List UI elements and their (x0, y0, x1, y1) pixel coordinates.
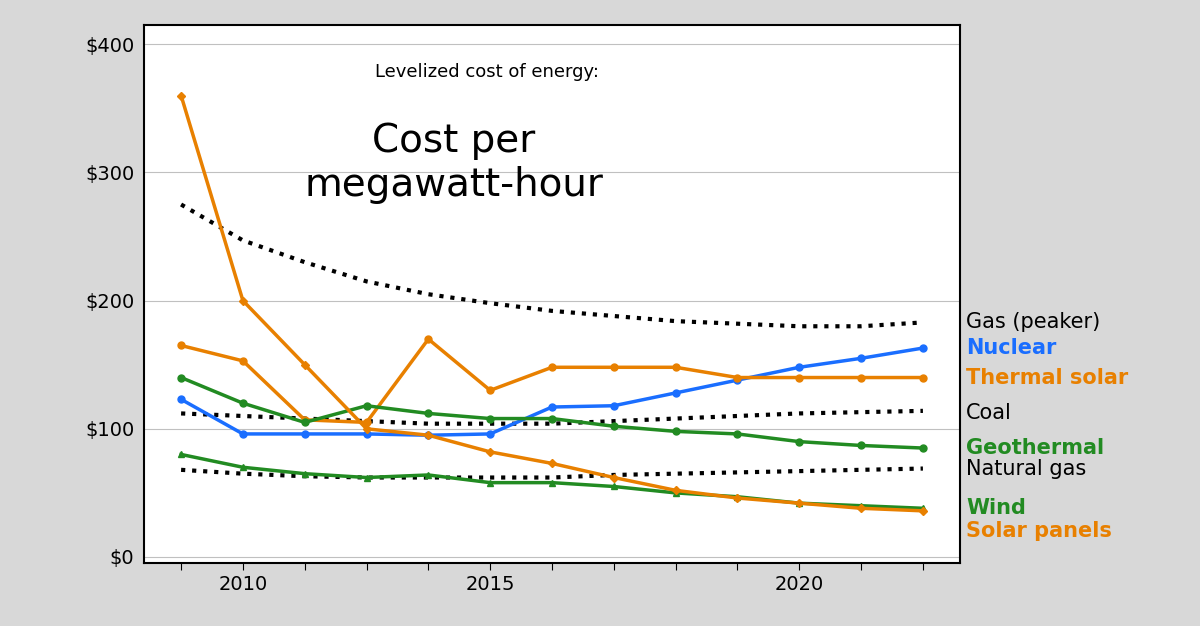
Text: Solar panels: Solar panels (966, 521, 1112, 541)
Text: Gas (peaker): Gas (peaker) (966, 312, 1100, 332)
Text: Cost per
megawatt-hour: Cost per megawatt-hour (305, 122, 604, 204)
Text: Coal: Coal (966, 403, 1012, 423)
Text: Natural gas: Natural gas (966, 459, 1086, 478)
Text: Nuclear: Nuclear (966, 338, 1056, 358)
Text: Wind: Wind (966, 498, 1026, 518)
Text: Thermal solar: Thermal solar (966, 367, 1128, 387)
Text: Geothermal: Geothermal (966, 438, 1104, 458)
Text: Levelized cost of energy:: Levelized cost of energy: (374, 63, 599, 81)
